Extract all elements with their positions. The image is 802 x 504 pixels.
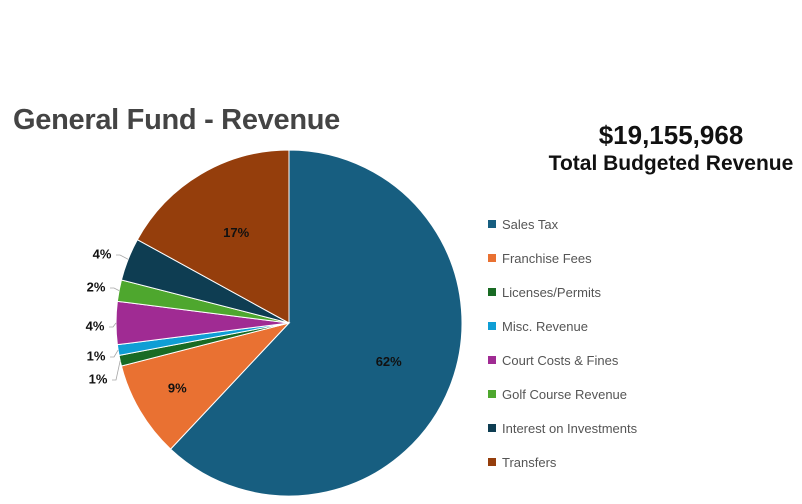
data-label-interest-on-investments: 4% bbox=[93, 246, 112, 261]
legend-item-court-costs-fines: Court Costs & Fines bbox=[488, 343, 637, 377]
legend-swatch bbox=[488, 458, 496, 466]
legend-label: Transfers bbox=[502, 454, 557, 470]
legend-swatch bbox=[488, 424, 496, 432]
legend-item-franchise-fees: Franchise Fees bbox=[488, 241, 637, 275]
legend-label: Interest on Investments bbox=[502, 420, 638, 436]
legend-swatch bbox=[488, 390, 496, 398]
total-amount: $19,155,968 bbox=[598, 120, 744, 150]
legend-item-transfers: Transfers bbox=[488, 445, 637, 479]
chart-legend: Sales Tax Franchise Fees Licenses/Permits M… bbox=[488, 207, 637, 479]
pie-slice-transfers bbox=[136, 149, 290, 324]
total-label: Total Budgeted Revenue bbox=[548, 152, 794, 175]
legend-swatch bbox=[488, 356, 496, 364]
pie-slice-franchise-fees bbox=[120, 322, 291, 450]
legend-item-licenses-permits: Licenses/Permits bbox=[488, 275, 637, 309]
data-label-transfers: 17% bbox=[223, 225, 249, 240]
legend-label: Court Costs & Fines bbox=[502, 352, 619, 368]
data-label-sales-tax: 62% bbox=[376, 354, 402, 369]
leader-line-golf-course-revenue bbox=[110, 287, 120, 291]
legend-label: Sales Tax bbox=[502, 216, 559, 232]
leader-line-interest-on-investments bbox=[116, 254, 129, 260]
legend-item-golf-course-revenue: Golf Course Revenue bbox=[488, 377, 637, 411]
legend-swatch bbox=[488, 254, 496, 262]
chart-title: General Fund - Revenue bbox=[13, 104, 340, 136]
data-label-licenses-permits: 1% bbox=[89, 371, 108, 386]
legend-label: Franchise Fees bbox=[502, 250, 592, 266]
leader-line-misc-revenue bbox=[110, 349, 119, 358]
legend-swatch bbox=[488, 288, 496, 296]
legend-label: Golf Course Revenue bbox=[502, 386, 628, 402]
legend-item-sales-tax: Sales Tax bbox=[488, 207, 637, 241]
legend-label: Licenses/Permits bbox=[502, 284, 601, 300]
legend-swatch bbox=[488, 220, 496, 228]
legend-swatch bbox=[488, 322, 496, 330]
pie-slice-sales-tax bbox=[169, 149, 463, 497]
data-label-franchise-fees: 9% bbox=[168, 380, 187, 395]
leader-line-licenses-permits bbox=[112, 360, 121, 381]
data-label-court-costs-fines: 4% bbox=[86, 318, 105, 333]
legend-item-misc-revenue: Misc. Revenue bbox=[488, 309, 637, 343]
legend-label: Misc. Revenue bbox=[502, 318, 588, 334]
legend-item-interest-on-investments: Interest on Investments bbox=[488, 411, 637, 445]
leader-line-court-costs-fines bbox=[109, 322, 117, 328]
data-label-misc-revenue: 1% bbox=[87, 348, 106, 363]
data-label-golf-course-revenue: 2% bbox=[87, 279, 106, 294]
